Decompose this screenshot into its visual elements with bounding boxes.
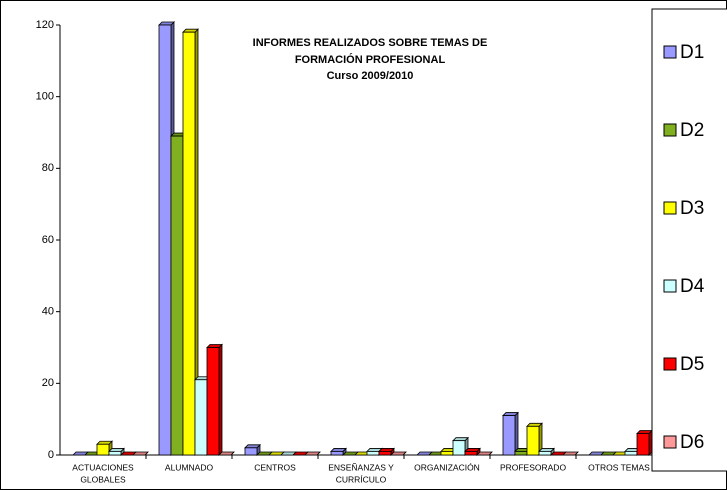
bar-top (636, 430, 653, 434)
bar (378, 451, 392, 456)
bar (624, 451, 638, 456)
x-tick-label: ALUMNADO (165, 462, 214, 472)
x-tick-label: ENSEÑANZAS Y (328, 462, 394, 472)
chart-title: FORMACIÓN PROFESIONAL (295, 53, 446, 66)
bar-side (218, 343, 223, 456)
bar-top (562, 451, 579, 456)
bar-top (182, 28, 199, 33)
legend-label: D1 (680, 42, 704, 63)
legend-swatch (663, 201, 677, 215)
y-tick-label: 40 (42, 306, 54, 318)
bar-top (330, 448, 347, 452)
y-tick-label: 100 (36, 91, 54, 103)
legend-swatch (663, 123, 677, 137)
bar (244, 447, 258, 456)
bar (526, 425, 540, 456)
bar-top (132, 451, 149, 456)
bar-top (452, 437, 469, 442)
bar-top (538, 448, 555, 452)
bar (440, 451, 454, 456)
legend-label: D2 (680, 120, 704, 141)
legend-label: D3 (680, 198, 704, 219)
bar-top (476, 451, 493, 456)
x-tick-label: CURRÍCULO (336, 474, 387, 484)
y-tick-label: 20 (42, 377, 54, 389)
bar-top (526, 422, 543, 427)
bar (194, 379, 208, 456)
legend-swatch (663, 45, 677, 59)
bar (96, 443, 110, 456)
bar (514, 451, 528, 456)
bar (330, 451, 344, 456)
bar (158, 24, 172, 456)
bar-top (390, 451, 407, 456)
bar (182, 31, 196, 456)
x-tick-label: GLOBALES (80, 474, 126, 484)
bar (170, 135, 184, 456)
bar (366, 451, 380, 456)
bar-top (378, 448, 395, 452)
y-tick-label: 0 (48, 449, 54, 461)
bar-top (304, 451, 321, 456)
bar-top (502, 412, 519, 416)
x-tick-label: OTROS TEMAS (588, 462, 650, 472)
legend-label: D6 (680, 432, 704, 453)
bar (108, 451, 122, 456)
bar (538, 451, 552, 456)
legend-label: D5 (680, 354, 704, 375)
bar (452, 440, 466, 456)
bar-top (218, 451, 235, 456)
legend-label: D4 (680, 276, 705, 297)
bar-top (108, 448, 125, 452)
x-tick-label: ACTUACIONES (72, 462, 134, 472)
x-tick-label: PROFESORADO (500, 462, 567, 472)
legend-swatch (663, 279, 677, 293)
bar-top (244, 444, 261, 449)
chart-subtitle: Curso 2009/2010 (327, 70, 414, 82)
y-tick-label: 60 (42, 234, 54, 246)
bar-top (96, 440, 113, 445)
bar (502, 415, 516, 456)
y-tick-label: 80 (42, 162, 54, 174)
x-tick-label: CENTROS (254, 462, 296, 472)
bar (636, 433, 650, 456)
bar (464, 451, 478, 456)
bar (206, 347, 220, 456)
bar-top (158, 21, 175, 26)
x-tick-label: ORGANIZACIÓN (414, 462, 480, 472)
bar-top (206, 344, 223, 348)
legend-box (651, 8, 727, 472)
y-tick-label: 120 (36, 19, 54, 31)
chart-title: INFORMES REALIZADOS SOBRE TEMAS DE (253, 37, 488, 49)
bar-top (464, 448, 481, 452)
legend-swatch (663, 435, 677, 449)
legend-swatch (663, 357, 677, 371)
